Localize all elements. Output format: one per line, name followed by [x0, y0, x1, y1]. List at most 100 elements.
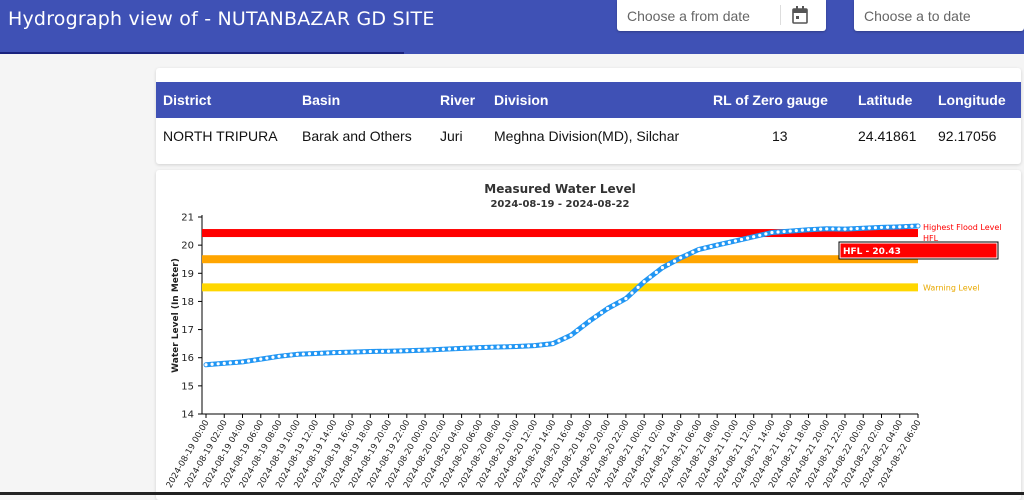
site-details-card: District Basin River Division RL of Zero… — [156, 68, 1021, 164]
data-point — [715, 243, 719, 247]
from-date-placeholder: Choose a from date — [627, 8, 750, 24]
warning-level-label: Warning Level — [923, 283, 980, 292]
data-point — [587, 319, 591, 323]
data-point — [441, 347, 445, 351]
data-point-dot — [703, 246, 707, 250]
y-tick-label: 21 — [181, 213, 194, 224]
data-point — [606, 306, 610, 311]
data-point — [788, 229, 792, 233]
data-point-dot — [484, 345, 488, 349]
data-point — [459, 346, 464, 351]
data-point-dot — [904, 224, 908, 229]
data-point — [879, 225, 884, 230]
data-point-dot — [234, 360, 239, 365]
data-point — [295, 352, 299, 356]
y-tick-label: 16 — [181, 353, 194, 364]
data-point-dot — [253, 358, 257, 362]
data-point-dot — [685, 253, 689, 257]
y-tick-label: 20 — [181, 241, 194, 252]
data-point-dot — [612, 303, 616, 307]
data-point-dot — [618, 300, 622, 304]
data-point-dot — [320, 351, 324, 355]
page-title: Hydrograph view of - NUTANBAZAR GD SITE — [8, 8, 435, 30]
data-point — [277, 354, 281, 358]
cell-rl-zero-gauge: 13 — [772, 128, 788, 144]
data-point-dot — [271, 355, 275, 359]
data-point — [624, 297, 628, 301]
data-point-dot — [691, 250, 695, 254]
from-date-field[interactable]: Choose a from date — [617, 0, 826, 31]
data-point-dot — [819, 227, 823, 231]
data-point-dot — [648, 275, 652, 279]
table-header-row: District Basin River Division RL of Zero… — [156, 82, 1021, 118]
data-point-dot — [417, 348, 421, 352]
data-point-dot — [307, 352, 312, 356]
data-point — [679, 256, 683, 260]
data-point — [825, 227, 829, 231]
data-point-dot — [490, 345, 494, 349]
data-point-dot — [885, 225, 890, 229]
data-point-dot — [892, 225, 896, 229]
data-point-dot — [399, 349, 403, 353]
data-point-dot — [210, 362, 214, 366]
y-tick-label: 15 — [181, 381, 194, 392]
cell-district: NORTH TRIPURA — [163, 128, 278, 144]
data-point — [697, 247, 701, 251]
data-point-dot — [228, 361, 232, 365]
data-point — [770, 230, 774, 235]
data-point — [898, 225, 902, 229]
data-point-dot — [508, 345, 512, 349]
data-point-dot — [636, 285, 640, 289]
data-point-dot — [520, 344, 525, 348]
y-tick-label: 14 — [181, 410, 194, 421]
data-point-dot — [764, 232, 768, 236]
data-point — [533, 344, 537, 348]
data-point — [259, 357, 263, 361]
hfl-short-label: HFL — [923, 234, 939, 243]
data-point — [332, 351, 336, 355]
data-point — [642, 280, 646, 284]
data-point — [350, 350, 354, 354]
cell-latitude: 24.41861 — [858, 128, 917, 144]
data-point-dot — [849, 227, 853, 231]
data-point-dot — [362, 350, 366, 354]
y-tick-label: 19 — [181, 269, 194, 280]
chart-title: Measured Water Level — [484, 182, 635, 196]
data-point-dot — [374, 349, 378, 354]
col-division: Division — [494, 92, 549, 108]
data-point-dot — [380, 349, 385, 353]
data-point-dot — [855, 226, 859, 231]
reference-band-0 — [202, 229, 918, 238]
data-point-dot — [411, 348, 415, 353]
data-point-dot — [739, 237, 744, 242]
col-longitude: Longitude — [938, 92, 1006, 108]
data-point — [733, 239, 738, 243]
data-point-dot — [393, 349, 397, 353]
data-point-dot — [599, 311, 604, 315]
cell-basin: Barak and Others — [302, 128, 412, 144]
data-point-dot — [289, 353, 293, 357]
data-point-dot — [429, 348, 433, 352]
hydrograph-card: Measured Water Level 2024-08-19 - 2024-08… — [156, 170, 1021, 500]
data-point-dot — [654, 270, 658, 274]
calendar-icon[interactable] — [792, 6, 808, 24]
data-point-dot — [721, 242, 725, 246]
data-point-dot — [216, 362, 220, 366]
series-line — [203, 223, 921, 368]
to-date-field[interactable]: Choose a to date — [854, 0, 1024, 31]
cell-longitude: 92.17056 — [938, 128, 997, 144]
data-point-dot — [539, 343, 543, 347]
data-point-dot — [326, 351, 330, 355]
data-point — [514, 344, 518, 349]
data-point — [660, 266, 665, 270]
data-point-dot — [283, 354, 287, 358]
data-point-dot — [800, 228, 804, 232]
y-tick-label: 17 — [181, 325, 194, 336]
data-point — [386, 349, 391, 353]
field-separator — [780, 5, 781, 25]
cell-division: Meghna Division(MD), Silchar — [494, 128, 680, 144]
data-point — [405, 349, 409, 353]
col-rl-zero-gauge: RL of Zero gauge — [713, 92, 828, 108]
data-point — [843, 227, 847, 231]
data-point-dot — [502, 345, 506, 349]
